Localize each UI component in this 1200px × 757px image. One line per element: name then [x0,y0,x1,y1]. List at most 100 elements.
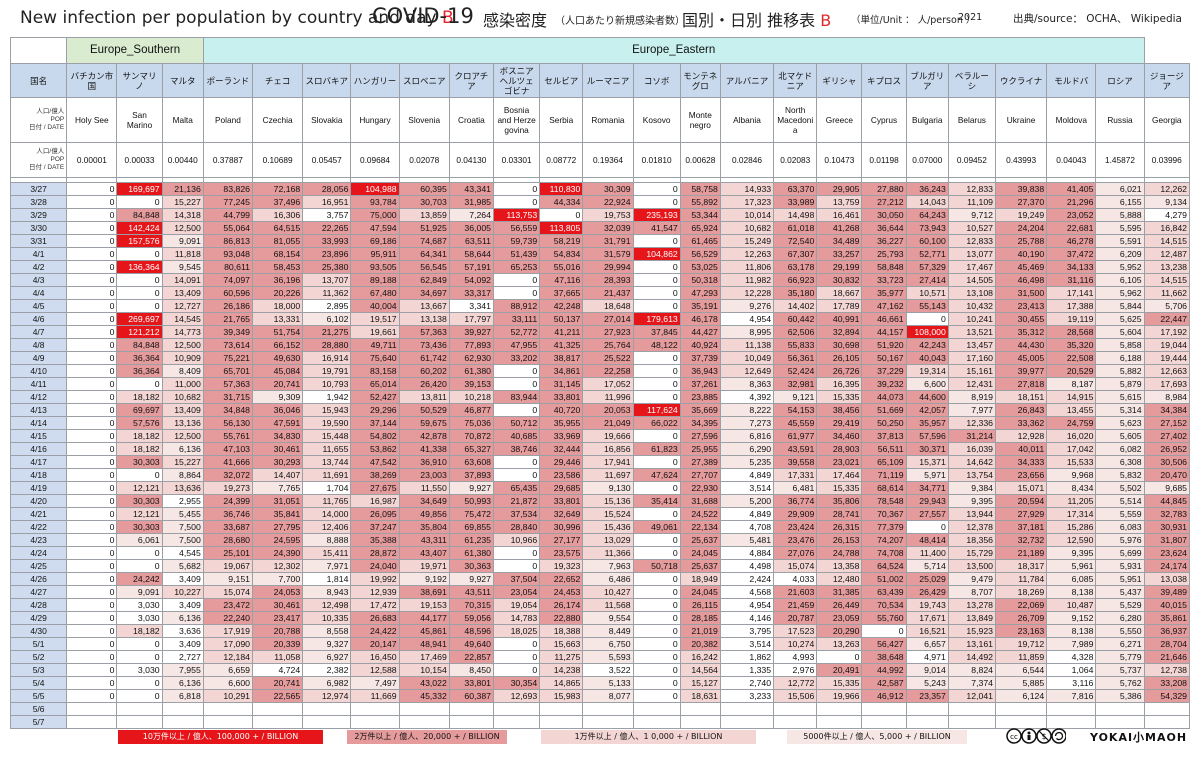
data-cell: 0 [66,273,118,287]
data-cell: 29,296 [350,403,400,417]
data-cell: 57,191 [448,260,494,274]
population-value: 0.00440 [161,142,204,178]
data-cell: 23,476 [773,533,818,547]
data-cell: 64,243 [905,208,949,222]
data-cell: 19,666 [582,429,634,443]
data-cell: 12,590 [1046,533,1097,547]
data-cell: 78,548 [861,494,907,508]
data-cell: 57,363 [398,325,450,339]
data-cell: 19,966 [816,689,863,703]
data-cell: 24,788 [816,546,863,560]
data-cell: 235,193 [632,208,681,222]
data-cell: 62,930 [448,351,494,365]
data-cell: 6,124 [994,689,1048,703]
data-cell: 23,575 [539,546,584,560]
data-cell: 26,115 [679,598,721,612]
data-cell: 12,498 [302,598,352,612]
data-cell: 11,669 [350,689,400,703]
data-cell: 30,832 [816,273,863,287]
data-cell: 24,595 [251,533,304,547]
data-cell: 26,449 [816,598,863,612]
data-cell: 45,469 [994,260,1048,274]
data-cell: 30,293 [251,455,304,469]
data-cell: 73,943 [905,221,949,235]
data-cell: 6,209 [1095,247,1145,261]
data-cell: 40,924 [679,338,721,352]
data-cell: 39,489 [1143,585,1191,599]
data-cell: 5,699 [1095,546,1145,560]
data-cell: 48,414 [905,533,949,547]
data-cell: 77,245 [202,195,254,209]
population-value: 0.10689 [251,142,304,178]
data-cell: 75,000 [350,208,400,222]
data-cell: 0 [632,299,681,313]
data-cell: 12,121 [116,481,163,495]
data-cell: 18,667 [816,286,863,300]
data-cell: 0 [632,364,681,378]
data-cell: 37,496 [251,195,304,209]
data-cell: 19,273 [202,481,254,495]
data-cell: 26,726 [816,364,863,378]
data-cell: 113,805 [539,221,584,235]
data-cell: 24,390 [251,546,304,560]
data-cell [1046,702,1097,716]
data-cell: 18,182 [116,429,163,443]
country-en-name: Romania [582,97,634,143]
data-cell: 58,644 [448,247,494,261]
data-cell: 13,707 [302,273,352,287]
data-cell: 26,429 [905,585,949,599]
data-cell: 9,276 [719,299,775,313]
data-cell: 12,480 [816,572,863,586]
data-cell [302,715,352,729]
data-cell [719,715,775,729]
data-cell: 0 [632,455,681,469]
country-en-name: Russia [1095,97,1145,143]
population-value: 0.02846 [719,142,775,178]
data-cell: 22,681 [1046,221,1097,235]
data-cell: 84,848 [116,208,163,222]
data-cell: 7,816 [1046,689,1097,703]
data-cell: 0 [66,468,118,482]
data-cell: 19,590 [302,416,352,430]
data-cell: 33,969 [539,429,584,443]
data-cell: 45,005 [994,351,1048,365]
data-cell: 54,834 [539,247,584,261]
country-jp-name: ベラルーシ [947,63,997,98]
data-cell: 27,675 [350,481,400,495]
data-cell: 20,147 [350,637,400,651]
data-cell: 0 [492,546,541,560]
date-row: 4/18 0 0 8,864 32,072 14,407 11,691 38,269 23,00… [9,468,1191,482]
date-row: 5/2 0 0 2,727 12,184 11,058 6,927 16,450 17,469 2… [9,650,1191,664]
data-cell [773,715,818,729]
data-cell: 52,424 [773,364,818,378]
data-cell: 20,788 [251,624,304,638]
population-value: 0.01810 [632,142,681,178]
data-cell: 11,982 [719,273,775,287]
data-cell: 26,315 [816,520,863,534]
data-cell: 0 [632,533,681,547]
data-cell: 6,927 [302,650,352,664]
data-cell: 17,464 [816,468,863,482]
data-cell: 26,153 [816,533,863,547]
data-cell: 59,675 [398,416,450,430]
data-cell: 45,861 [398,624,450,638]
data-cell: 0 [905,520,949,534]
data-cell: 51,439 [492,247,541,261]
data-cell: 0 [116,273,163,287]
population-value: 0.09452 [947,142,997,178]
country-jp-name: ブルガリア [905,63,949,98]
data-cell: 37,739 [679,351,721,365]
data-cell: 13,029 [582,533,634,547]
data-cell: 19,054 [492,598,541,612]
data-cell: 32,894 [816,325,863,339]
data-cell: 9,192 [398,572,450,586]
country-en-name: Kosovo [632,97,681,143]
data-cell: 11,000 [161,377,204,391]
data-cell: 39,838 [994,182,1048,196]
data-cell: 25,793 [861,247,907,261]
data-cell: 5,235 [719,455,775,469]
data-cell: 50,712 [492,416,541,430]
date-row: 3/29 0 84,848 14,318 44,799 16,306 3,757 75,000… [9,208,1191,222]
data-cell: 55,761 [202,429,254,443]
data-cell: 27,152 [1143,416,1191,430]
